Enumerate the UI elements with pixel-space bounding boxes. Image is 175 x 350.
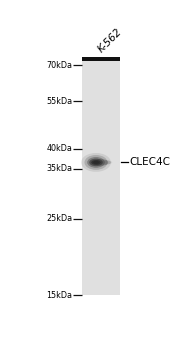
Ellipse shape — [104, 161, 112, 164]
Text: K-562: K-562 — [96, 27, 124, 55]
Text: 55kDa: 55kDa — [46, 97, 72, 106]
Ellipse shape — [89, 159, 103, 166]
Ellipse shape — [87, 157, 105, 168]
Text: 25kDa: 25kDa — [46, 215, 72, 224]
Text: 35kDa: 35kDa — [46, 164, 72, 173]
Ellipse shape — [93, 161, 99, 164]
Bar — [82, 57, 120, 61]
Ellipse shape — [94, 162, 98, 163]
Ellipse shape — [91, 160, 101, 165]
Text: 70kDa: 70kDa — [46, 61, 72, 70]
Text: CLEC4C: CLEC4C — [129, 158, 170, 167]
Ellipse shape — [85, 155, 107, 170]
Ellipse shape — [100, 160, 111, 165]
Ellipse shape — [81, 153, 111, 172]
Ellipse shape — [95, 159, 108, 166]
Text: 15kDa: 15kDa — [46, 291, 72, 300]
Text: 40kDa: 40kDa — [46, 144, 72, 153]
Bar — [82, 61, 120, 295]
